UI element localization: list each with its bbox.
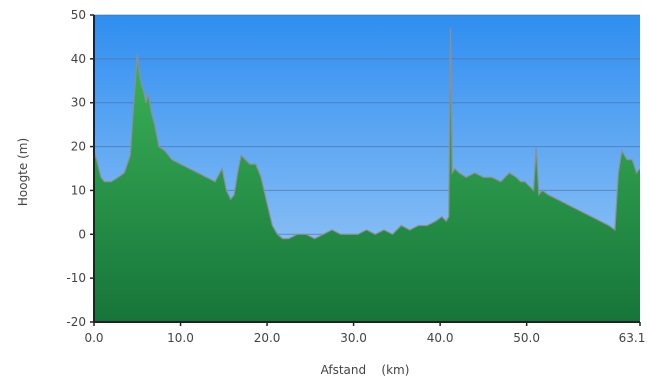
x-tick-label: 30.0 — [340, 331, 367, 345]
x-axis-ticks: 0.0 10.0 20.0 30.0 40.0 50.0 63.1 — [84, 322, 645, 345]
y-tick-label: 0 — [78, 227, 86, 241]
x-tick-label: 40.0 — [427, 331, 454, 345]
y-tick-label: -10 — [66, 271, 86, 285]
y-axis-label: Hoogte (m) — [16, 138, 30, 206]
x-tick-label: 0.0 — [84, 331, 103, 345]
x-tick-label: 20.0 — [254, 331, 281, 345]
x-axis-label: Afstand (km) — [321, 363, 410, 377]
y-tick-label: 40 — [71, 52, 86, 66]
y-axis-ticks: -20 -10 0 10 20 30 40 50 — [66, 8, 94, 329]
y-tick-label: -20 — [66, 315, 86, 329]
x-tick-label: 50.0 — [513, 331, 540, 345]
y-tick-label: 30 — [71, 96, 86, 110]
x-tick-label: 63.1 — [619, 331, 646, 345]
elevation-line — [93, 28, 641, 240]
axes — [93, 15, 640, 323]
elevation-area — [94, 28, 640, 322]
y-tick-label: 50 — [71, 8, 86, 22]
y-tick-label: 20 — [71, 140, 86, 154]
x-tick-label: 10.0 — [167, 331, 194, 345]
y-tick-label: 10 — [71, 183, 86, 197]
